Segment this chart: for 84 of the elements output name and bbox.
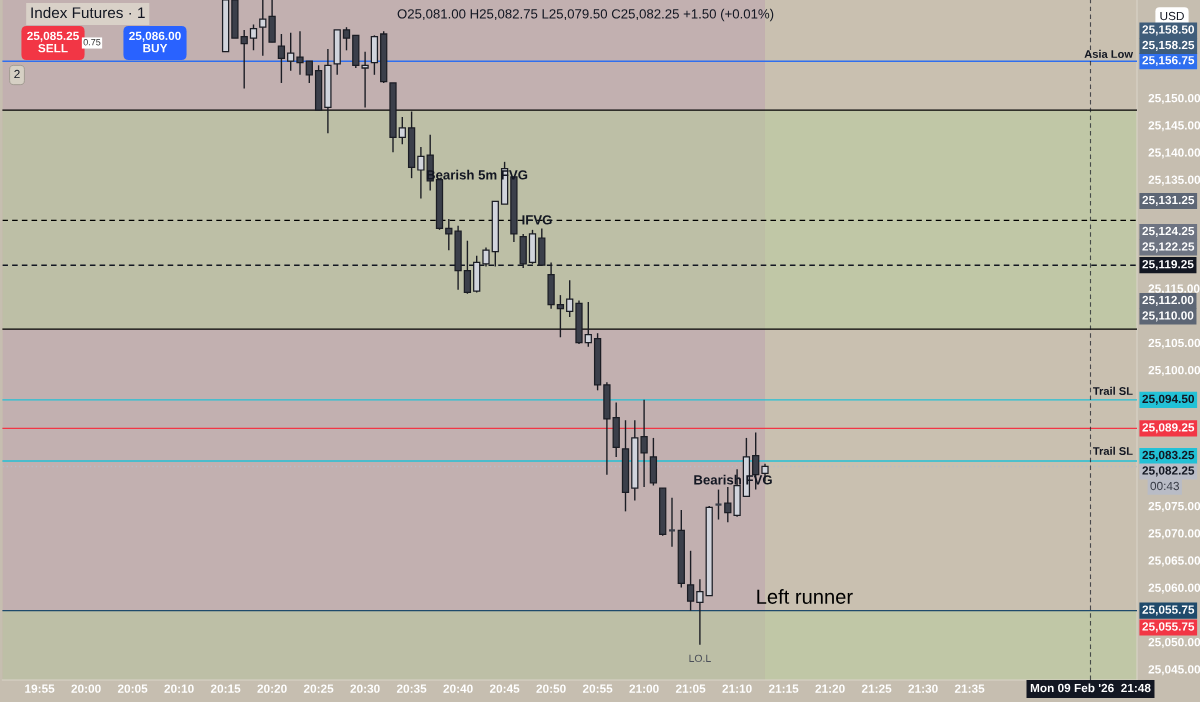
- x-tick-label: 20:50: [536, 684, 566, 693]
- y-tick-label: 25,075.00: [1148, 501, 1200, 513]
- candlestick: [667, 497, 677, 548]
- text: 25,112.00: [1142, 295, 1194, 306]
- y-tick-label: 25,135.00: [1148, 175, 1200, 186]
- text: 25,110.00: [1142, 311, 1194, 322]
- candlestick: [240, 29, 248, 90]
- annotation: 2: [14, 69, 20, 79]
- candlestick: [686, 550, 695, 612]
- annotation: Trail SL: [1092, 446, 1133, 455]
- ref-line-label: 25,083.25: [1142, 450, 1195, 461]
- candlestick: [714, 488, 723, 521]
- text: O25,081.00 H25,082.75 L25,079.50 C25,082.25 +1.50 (+0.01%): [397, 8, 774, 22]
- y-tick-label: 25,065.00: [1148, 556, 1200, 567]
- annotation: Asia Low: [1084, 49, 1134, 58]
- y-tick-label: 25,115.00: [1148, 284, 1200, 295]
- annotation: 25,086.00 BUY: [129, 31, 181, 53]
- x-tick-label: 21:30: [908, 684, 938, 693]
- y-tick-label: 25,145.00: [1148, 121, 1200, 132]
- annotation: Left runner: [757, 589, 853, 604]
- ref-line-label: 25,119.25: [1142, 260, 1194, 271]
- ref-line-label: 25,089.25: [1142, 423, 1195, 434]
- x-tick-label: 21:10: [722, 684, 752, 693]
- x-tick-label: 20:55: [582, 684, 613, 693]
- x-tick-label: 20:20: [257, 684, 287, 693]
- x-tick-label: 19:55: [25, 684, 55, 693]
- ref-line-label: 25,156.75: [1142, 56, 1195, 67]
- x-tick-label: 20:30: [350, 684, 380, 693]
- x-tick-label: 20:25: [303, 684, 334, 693]
- x-tick-label: 21:05: [675, 684, 706, 693]
- annotation: Trail SL: [1092, 386, 1133, 395]
- y-tick-label: 25,070.00: [1148, 529, 1200, 540]
- x-tick-label: 20:10: [164, 684, 194, 693]
- x-tick-label: 20:40: [443, 684, 473, 693]
- x-tick-label: 20:00: [71, 684, 101, 693]
- annotation: LO.L: [689, 654, 711, 663]
- annotation: 25,085.25 SELL: [27, 31, 79, 53]
- text: 00:43: [1150, 481, 1180, 491]
- ref-line-label: 25,082.25: [1142, 466, 1195, 477]
- candlestick: [584, 301, 592, 348]
- text: 25,122.25: [1142, 242, 1195, 253]
- candlestick: [342, 26, 351, 52]
- candlestick: [305, 60, 313, 84]
- y-tick-label: 25,100.00: [1148, 365, 1200, 377]
- text: 25,158.25: [1142, 40, 1195, 51]
- candlestick: [287, 31, 295, 72]
- y-tick-label: 25,060.00: [1148, 583, 1200, 594]
- x-tick-label: 20:35: [396, 684, 427, 693]
- y-tick-label: 25,045.00: [1148, 665, 1200, 676]
- candlestick: [296, 30, 304, 76]
- x-tick-label: 20:05: [117, 684, 148, 693]
- x-tick-label: 21:00: [629, 684, 659, 693]
- candlestick: [249, 23, 258, 52]
- candlestick: [640, 399, 648, 488]
- y-tick-label: 25,105.00: [1148, 338, 1200, 349]
- candlestick: [259, 0, 267, 57]
- x-tick-label: 21:25: [861, 684, 892, 693]
- candlestick: [277, 33, 286, 84]
- candlestick: [566, 279, 574, 318]
- chart-title: Index Futures · 1: [31, 6, 145, 19]
- text: 25,124.25: [1142, 226, 1195, 237]
- text: 25,131.25: [1142, 195, 1195, 206]
- ref-line-label: 25,094.50: [1142, 394, 1195, 405]
- candlestick: [361, 50, 369, 109]
- x-tick-label: 21:20: [815, 684, 845, 693]
- candlestick: [445, 218, 453, 251]
- candlestick: [696, 578, 704, 646]
- x-tick-label: 21:15: [768, 684, 799, 693]
- candlestick: [556, 294, 565, 338]
- y-tick-label: 25,150.00: [1148, 93, 1200, 105]
- y-tick-label: 25,050.00: [1148, 637, 1200, 649]
- candlestick: [417, 146, 425, 200]
- y-tick-label: 25,140.00: [1148, 148, 1200, 159]
- text: USD: [1160, 11, 1184, 21]
- x-tick-label: 20:45: [489, 684, 520, 693]
- x-tick-label: 20:15: [210, 684, 241, 693]
- candlestick: [398, 116, 406, 145]
- ref-line-label: 25,055.75: [1142, 605, 1195, 616]
- text: 25,158.50: [1142, 25, 1195, 36]
- text: 25,055.75: [1142, 622, 1195, 633]
- candlestick: [724, 486, 732, 523]
- annotation: 0.75: [83, 39, 101, 46]
- x-tick-label: 21:35: [954, 684, 985, 693]
- ref-line-label: Mon 09 Feb '26 21:48: [1030, 683, 1151, 693]
